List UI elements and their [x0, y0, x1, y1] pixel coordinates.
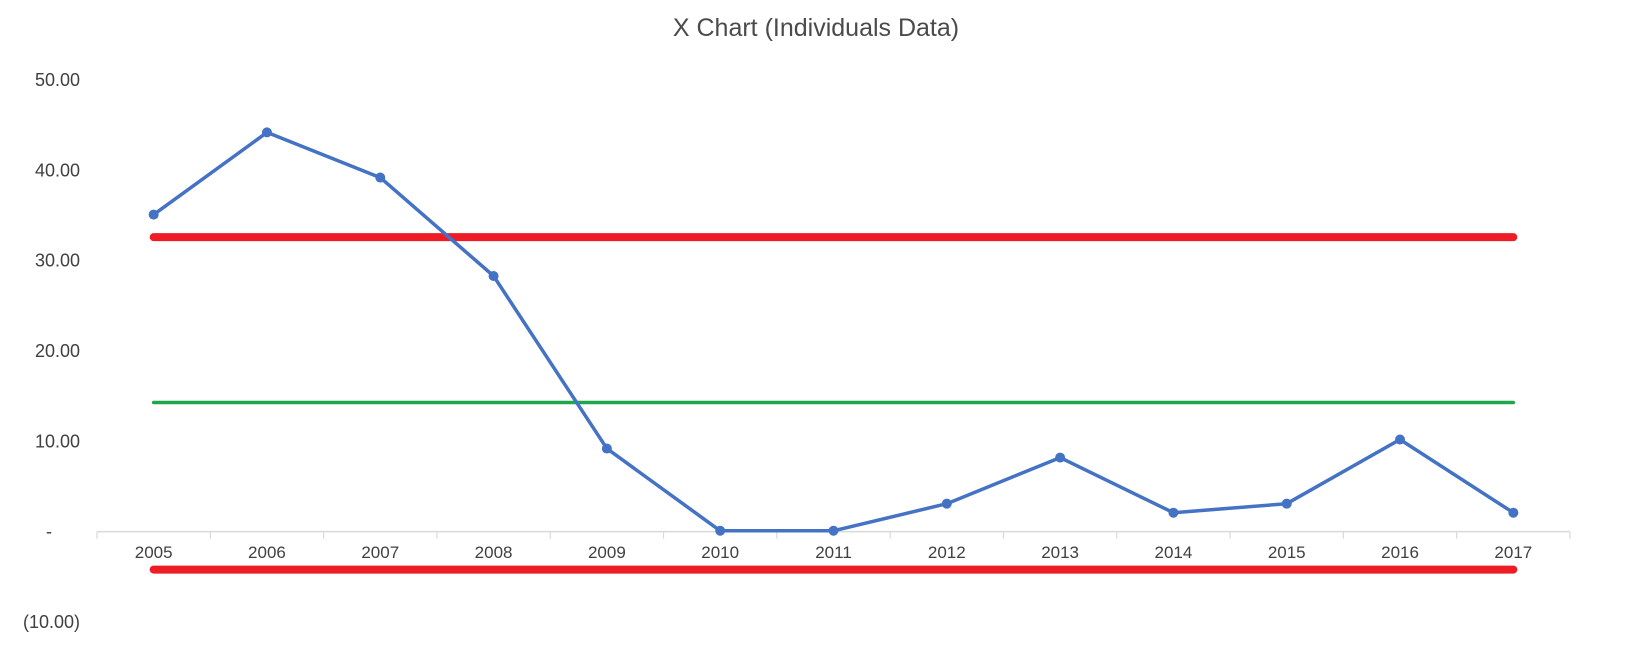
- data-point: [1281, 498, 1292, 509]
- y-tick-label: -: [46, 522, 52, 542]
- x-tick-label: 2011: [815, 543, 852, 562]
- data-point: [1168, 507, 1179, 518]
- data-point: [488, 271, 499, 282]
- data-point: [828, 525, 839, 536]
- x-tick-label: 2007: [361, 543, 399, 562]
- data-point: [941, 498, 952, 509]
- data-point: [375, 172, 386, 183]
- data-point: [1395, 434, 1406, 445]
- x-tick-label: 2013: [1041, 543, 1079, 562]
- x-tick-label: 2012: [928, 543, 966, 562]
- data-point: [261, 127, 272, 138]
- y-tick-label: 30.00: [35, 251, 80, 271]
- series-line: [151, 130, 1516, 533]
- y-tick-label: 50.00: [35, 70, 80, 90]
- data-point: [1508, 507, 1519, 518]
- x-tick-label: 2005: [135, 543, 173, 562]
- data-point: [715, 525, 726, 536]
- x-tick-label: 2006: [248, 543, 286, 562]
- x-tick-label: 2016: [1381, 543, 1419, 562]
- x-tick-label: 2009: [588, 543, 626, 562]
- y-tick-label: 10.00: [35, 431, 80, 451]
- x-tick-label: 2017: [1494, 543, 1532, 562]
- x-tick-label: 2008: [475, 543, 513, 562]
- x-tick-label: 2014: [1155, 543, 1193, 562]
- data-point: [148, 209, 159, 220]
- y-tick-label: 20.00: [35, 341, 80, 361]
- x-tick-label: 2015: [1268, 543, 1306, 562]
- y-tick-label: 40.00: [35, 160, 80, 180]
- x-tick-label: 2010: [701, 543, 739, 562]
- chart-title: X Chart (Individuals Data): [672, 14, 960, 42]
- y-tick-label: (10.00): [23, 612, 80, 632]
- data-point: [1055, 452, 1066, 463]
- data-point: [601, 443, 612, 454]
